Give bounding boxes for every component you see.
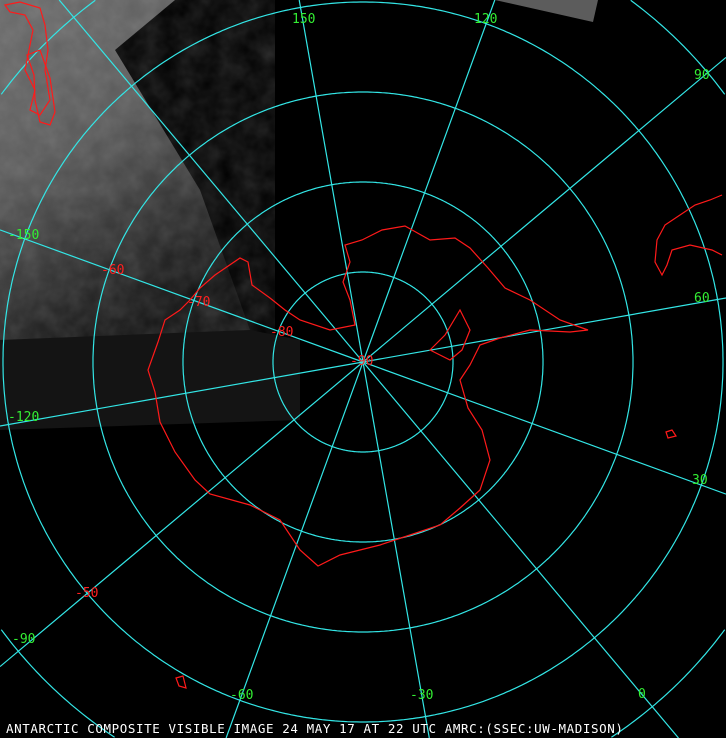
image-caption: ANTARCTIC COMPOSITE VISIBLE IMAGE 24 MAY… [6,721,624,736]
longitude-label-120: 120 [474,12,498,27]
meridian-line [362,297,726,363]
meridian-line [298,0,364,363]
meridian-line [362,0,496,363]
latitude-circle [92,91,634,633]
latitude-circle [2,1,724,723]
longitude-label-minus90: -90 [12,632,36,647]
longitude-label-minus60: -60 [230,688,254,703]
meridian-line [0,361,364,668]
meridian-line [362,361,430,738]
longitude-label-minus30: -30 [410,688,434,703]
longitude-label-minus120: -120 [8,410,40,425]
latitude-label-minus70: -70 [187,295,211,310]
coastline [3,1,723,689]
longitude-label-minus150: -150 [8,228,40,243]
new-zealand-coastline [3,1,51,116]
island [665,429,677,439]
meridian-line [362,361,726,495]
latitude-label-minus60: -60 [101,263,125,278]
longitude-label-90: 90 [694,68,710,83]
longitude-label-60: 60 [694,291,710,306]
antarctica-coastline [147,225,589,567]
longitude-label-150: 150 [292,12,316,27]
latitude-circle [182,181,544,543]
meridian-line [0,361,364,427]
new-zealand-south-coastline [26,49,56,126]
longitude-label-30: 30 [692,473,708,488]
ice-shelf-outline [428,308,471,361]
latitude-label-minus80: -80 [270,325,294,340]
latitude-label-minus50: -50 [75,586,99,601]
imagery-wedge [495,0,598,22]
island [175,675,187,689]
latitude-circle [272,271,454,453]
meridian-line [0,229,364,363]
latitude-label-minus90: -90 [350,354,374,369]
meridian-line [225,361,364,738]
longitude-label-0: 0 [638,687,646,702]
south-america-coastline [654,194,723,277]
meridian-line [362,361,679,738]
meridian-line [58,0,364,363]
cloud-imagery [0,0,598,430]
meridian-line [362,56,726,363]
